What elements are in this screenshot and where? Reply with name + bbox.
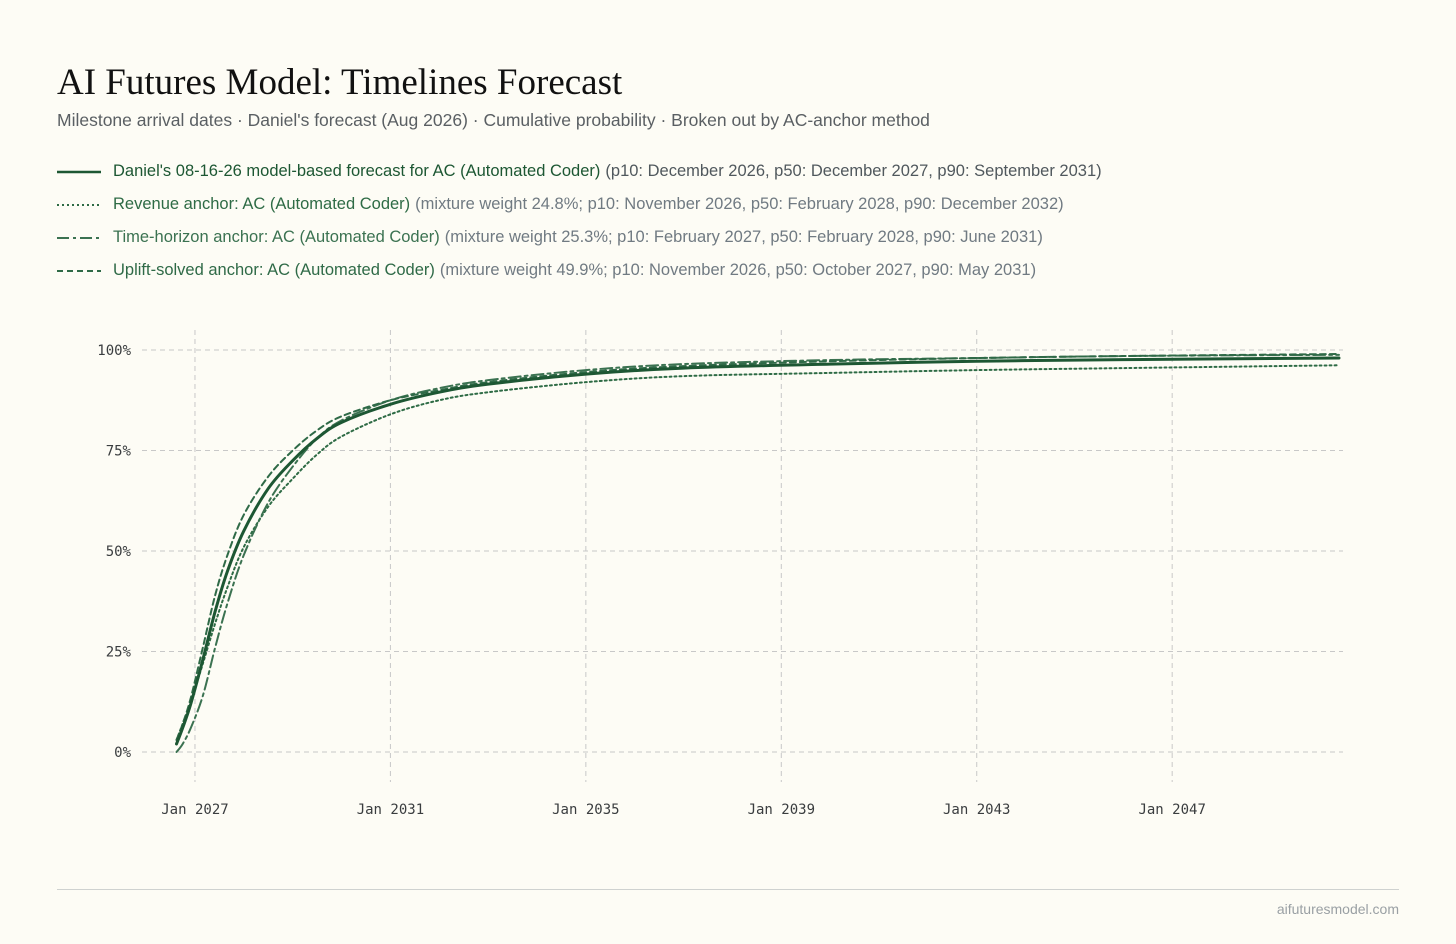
legend-item-time-horizon[interactable]: Time-horizon anchor: AC (Automated Coder…: [57, 221, 1102, 254]
x-tick-label: Jan 2047: [1138, 802, 1205, 818]
series-line-main-forecast: [175, 356, 1341, 746]
source-link[interactable]: aifuturesmodel.com: [1276, 901, 1399, 917]
legend-item-uplift[interactable]: Uplift-solved anchor: AC (Automated Code…: [57, 254, 1102, 287]
y-tick-label: 50%: [106, 544, 132, 560]
y-tick-label: 100%: [97, 343, 131, 359]
legend-series-detail: (p10: December 2026, p50: December 2027,…: [605, 162, 1102, 180]
legend-item-main[interactable]: Daniel's 08-16-26 model-based forecast f…: [57, 155, 1102, 188]
axis-labels: 0% 25% 50% 75% 100% Jan 2027 Jan 2031 Jan 2035 J…: [97, 343, 1206, 818]
x-tick-label: Jan 2043: [943, 802, 1010, 818]
legend-swatch-dotted: [57, 203, 101, 206]
chart-subtitle: Milestone arrival dates · Daniel's forec…: [57, 110, 930, 130]
footer-divider: [57, 889, 1399, 890]
legend-series-name: Time-horizon anchor: AC (Automated Coder…: [113, 228, 440, 246]
legend-swatch-solid: [57, 170, 101, 173]
x-tick-label: Jan 2035: [552, 802, 619, 818]
y-tick-label: 75%: [106, 444, 132, 460]
y-tick-label: 25%: [106, 645, 132, 661]
series-line-time-horizon-anchor: [175, 353, 1340, 753]
y-tick-label: 0%: [114, 745, 131, 761]
legend-item-revenue[interactable]: Revenue anchor: AC (Automated Coder) (mi…: [57, 188, 1102, 221]
x-tick-label: Jan 2039: [748, 802, 815, 818]
grid-layer: [142, 330, 1343, 782]
legend-series-detail: (mixture weight 24.8%; p10: November 202…: [415, 195, 1064, 213]
series-layer: [175, 353, 1341, 753]
x-tick-label: Jan 2031: [357, 802, 424, 818]
legend-series-detail: (mixture weight 49.9%; p10: November 202…: [439, 261, 1037, 279]
series-line-revenue-anchor: [175, 364, 1340, 741]
chart-legend: Daniel's 08-16-26 model-based forecast f…: [57, 155, 1102, 287]
legend-series-name: Daniel's 08-16-26 model-based forecast f…: [113, 162, 601, 180]
legend-series-name: Uplift-solved anchor: AC (Automated Code…: [113, 261, 435, 279]
legend-swatch-dashdot: [57, 236, 101, 239]
legend-swatch-dashed: [57, 269, 101, 272]
x-tick-label: Jan 2027: [161, 802, 228, 818]
legend-series-name: Revenue anchor: AC (Automated Coder): [113, 195, 411, 213]
chart-title: AI Futures Model: Timelines Forecast: [57, 62, 623, 103]
series-line-uplift-solved-anchor: [175, 353, 1340, 741]
legend-series-detail: (mixture weight 25.3%; p10: February 202…: [444, 228, 1043, 246]
